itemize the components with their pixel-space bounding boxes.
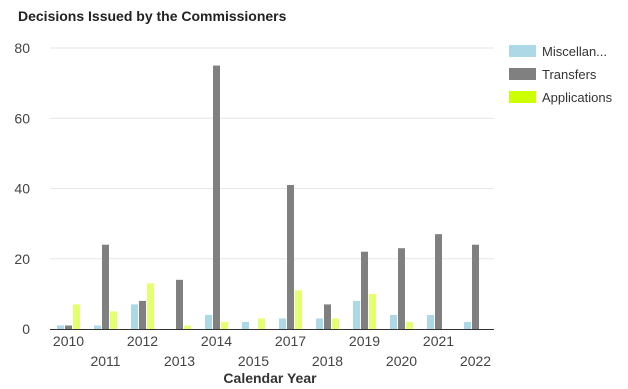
bar-miscellan-2019[interactable] [353,300,360,329]
bar-transfers2011[interactable] [102,244,109,329]
bar-applications2019[interactable] [369,293,376,329]
x-tick-label: 2012 [127,333,158,349]
bar-applications2014[interactable] [221,321,228,329]
bar-miscellan-2015[interactable] [242,321,249,329]
bar-transfers2014[interactable] [213,65,220,329]
bar-applications2015[interactable] [258,318,265,329]
x-tick-label: 2022 [460,353,491,369]
bar-transfers2021[interactable] [435,234,442,329]
x-tick-label: 2019 [349,333,380,349]
legend-swatch [509,68,536,80]
bar-miscellan-2011[interactable] [94,325,101,329]
bar-applications2013[interactable] [184,325,191,329]
y-tick-label: 80 [14,40,30,56]
bar-applications2012[interactable] [147,283,154,329]
x-axis-title: Calendar Year [223,370,317,386]
bar-transfers2012[interactable] [139,300,146,329]
legend-label: Transfers [542,67,597,82]
bar-applications2018[interactable] [332,318,339,329]
legend-item[interactable]: Transfers [509,67,597,82]
legend-label: Miscellan... [542,44,607,59]
x-tick-label: 2015 [238,353,269,369]
bar-transfers2018[interactable] [324,304,331,329]
bar-transfers2010[interactable] [65,325,72,329]
bar-miscellan-2012[interactable] [131,304,138,329]
bar-applications2010[interactable] [73,304,80,329]
grid-lines: 0 20 40 60 80 [14,40,494,337]
y-tick-label: 60 [14,110,30,126]
bars [57,65,479,329]
legend-item[interactable]: Applications [509,90,613,105]
bar-transfers2020[interactable] [398,248,405,329]
x-tick-label: 2018 [312,353,343,369]
bar-miscellan-2014[interactable] [205,314,212,329]
x-tick-label: 2013 [164,353,195,369]
y-tick-label: 40 [14,181,30,197]
bar-miscellan-2020[interactable] [390,314,397,329]
x-tick-label: 2021 [423,333,454,349]
bar-transfers2022[interactable] [472,244,479,329]
y-tick-label: 0 [22,321,30,337]
bar-applications2011[interactable] [110,311,117,329]
bar-miscellan-2022[interactable] [464,321,471,329]
bar-applications2017[interactable] [295,290,302,329]
bar-transfers2017[interactable] [287,184,294,329]
legend-label: Applications [542,90,613,105]
axes: 2010 2011 2012 2013 2014 2015 2017 2018 2019 2020… [50,329,494,369]
legend-swatch [509,45,536,57]
y-tick-label: 20 [14,251,30,267]
legend[interactable]: Miscellan... Transfers Applications [509,44,613,105]
bar-miscellan-2021[interactable] [427,314,434,329]
bar-miscellan-2017[interactable] [279,318,286,329]
bar-transfers2013[interactable] [176,279,183,329]
chart-title: Decisions Issued by the Commissioners [18,8,287,24]
x-tick-label: 2020 [386,353,417,369]
x-tick-label: 2014 [201,333,232,349]
legend-item[interactable]: Miscellan... [509,44,607,59]
bar-miscellan-2010[interactable] [57,325,64,329]
legend-swatch [509,91,536,103]
bar-transfers2019[interactable] [361,251,368,329]
bar-miscellan-2018[interactable] [316,318,323,329]
x-tick-label: 2011 [90,353,120,369]
x-tick-label: 2010 [53,333,84,349]
x-tick-label: 2017 [275,333,306,349]
bar-applications2020[interactable] [406,321,413,329]
